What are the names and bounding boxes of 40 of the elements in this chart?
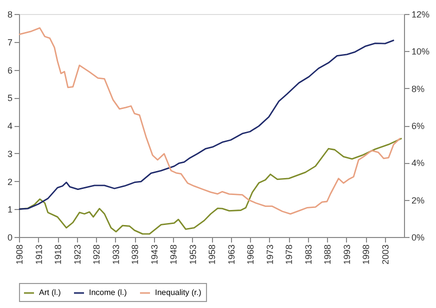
x-tick-label: 1988 (322, 244, 332, 265)
x-tick-label: 1983 (303, 244, 314, 265)
legend-label: Art (l.) (39, 288, 62, 297)
legend-label: Inequality (r.) (155, 288, 202, 297)
y2-tick-label: 10% (412, 46, 430, 57)
y-tick-label: 4 (7, 121, 12, 131)
x-tick-label: 1973 (264, 244, 275, 265)
x-tick-label: 1923 (72, 244, 82, 265)
y2-tick-label: 4% (412, 158, 425, 168)
x-tick-label: 1953 (188, 244, 198, 265)
x-tick-label: 1938 (130, 244, 140, 265)
x-tick-label: 1978 (284, 244, 294, 265)
y-tick-label: 7 (7, 37, 12, 48)
line-series (18, 138, 402, 235)
x-tick-label: 1928 (92, 244, 102, 265)
y-tick-label: 8 (7, 10, 12, 20)
x-tick-label: 1993 (342, 244, 352, 265)
y-tick-label: 6 (7, 65, 12, 76)
x-tick-label: 1998 (361, 244, 371, 265)
legend-label: Income (l.) (89, 288, 128, 297)
x-tick-label: 1963 (226, 244, 236, 265)
y2-tick-label: 8% (412, 84, 425, 94)
y2-tick-label: 0% (412, 232, 425, 242)
x-tick-label: 1948 (168, 244, 178, 265)
y-tick-label: 5 (7, 93, 12, 104)
x-tick-label: 1933 (110, 244, 121, 265)
x-tick-label: 1968 (246, 244, 256, 265)
y2-tick-label: 2% (412, 195, 425, 206)
x-tick-label: 1958 (207, 244, 217, 265)
x-tick-label: 2003 (380, 244, 390, 265)
x-tick-label: 1918 (53, 244, 63, 265)
x-tick-label: 1908 (14, 244, 24, 265)
y-tick-label: 3 (7, 148, 12, 159)
y-tick-label: 0 (7, 232, 12, 242)
y2-tick-label: 6% (412, 121, 425, 131)
y2-tick-label: 12% (412, 10, 430, 20)
y-tick-label: 1 (7, 204, 12, 215)
x-tick-label: 1943 (149, 244, 160, 265)
x-tick-label: 1913 (34, 244, 44, 265)
y-tick-label: 2 (7, 176, 12, 187)
